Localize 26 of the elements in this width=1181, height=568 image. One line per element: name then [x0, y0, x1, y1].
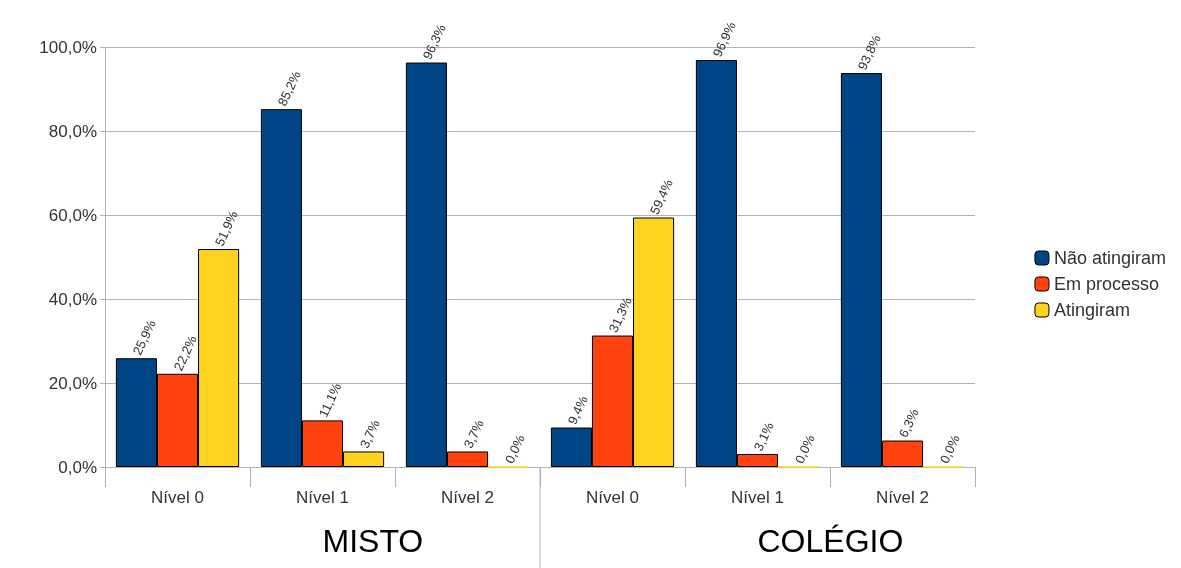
x-tick-label: Nível 1: [296, 488, 349, 507]
legend-label: Atingiram: [1053, 300, 1130, 320]
data-label: 9,4%: [564, 393, 591, 427]
data-label: 0,0%: [791, 432, 819, 466]
legend-label: Em processo: [1053, 274, 1159, 294]
text: COLÉGIO: [757, 523, 904, 559]
data-label: 3,7%: [356, 417, 384, 451]
data-label: 11,1%: [315, 380, 345, 420]
y-tick-label: 100,0%: [39, 37, 97, 57]
y-tick-label: 40,0%: [48, 289, 97, 309]
x-tick-label: Nível 1: [731, 488, 784, 507]
y-tick-label: 60,0%: [48, 205, 97, 225]
data-label: 6,3%: [895, 406, 923, 440]
y-tick-label: 0,0%: [58, 457, 97, 477]
text: MISTO: [322, 523, 424, 559]
y-tick-label: 80,0%: [48, 121, 97, 141]
legend-label: Não atingiram: [1053, 248, 1167, 268]
y-tick-label: 20,0%: [48, 373, 97, 393]
x-tick-label: Nível 0: [151, 488, 204, 507]
x-tick-label: Nível 2: [876, 488, 929, 507]
data-label: 0,0%: [936, 432, 964, 466]
x-tick-label: Nível 2: [441, 488, 494, 507]
data-label: 3,7%: [460, 417, 488, 451]
data-label: 0,0%: [501, 432, 529, 466]
x-tick-label: Nível 0: [586, 488, 639, 507]
data-label: 3,1%: [750, 419, 778, 454]
